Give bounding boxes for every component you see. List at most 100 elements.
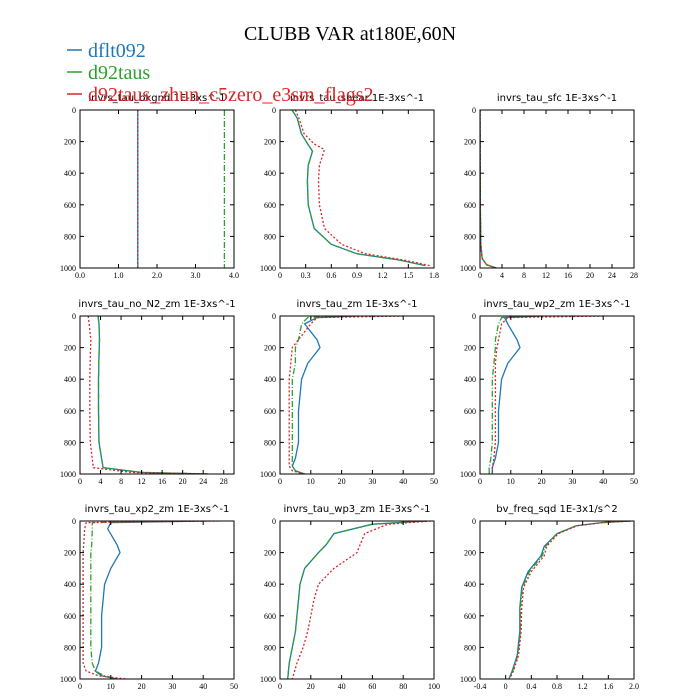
x-tick-label: 50 xyxy=(630,477,638,486)
x-tick-label: 2.0 xyxy=(629,682,639,691)
plot-frame xyxy=(79,315,235,475)
series-group xyxy=(480,110,497,268)
legend-label: dflt092 xyxy=(88,40,146,62)
y-tick-label: 1000 xyxy=(60,264,76,273)
x-tick-label: 1.0 xyxy=(114,271,124,280)
y-tick-label: 600 xyxy=(64,612,76,621)
y-tick-label: 400 xyxy=(64,375,76,384)
x-tick-label: 40 xyxy=(599,477,607,486)
x-tick-label: 0 xyxy=(278,477,282,486)
y-tick-label: 1000 xyxy=(60,675,76,684)
x-tick-label: 80 xyxy=(399,682,407,691)
x-tick-label: 0.6 xyxy=(326,271,336,280)
series-line-dflt092 xyxy=(97,316,209,474)
x-tick-label: 20 xyxy=(138,682,146,691)
y-tick-label: 0 xyxy=(72,312,76,321)
y-tick-label: 400 xyxy=(64,580,76,589)
series-line-dflt092 xyxy=(491,316,542,474)
x-tick-label: 24 xyxy=(608,271,616,280)
y-tick-label: 1000 xyxy=(260,470,276,479)
y-tick-label: 1000 xyxy=(460,264,476,273)
y-tick-label: 1000 xyxy=(260,264,276,273)
x-tick-label: 1.8 xyxy=(429,271,439,280)
panel-6: invrs_tau_wp2_zm 1E-3xs^-1 0 10 20 30 40 50 0 20… xyxy=(460,299,638,486)
y-tick-label: 200 xyxy=(264,549,276,558)
y-tick-label: 200 xyxy=(464,344,476,353)
x-tick-label: 50 xyxy=(230,682,238,691)
panel-9: bv_freq_sqd 1E-3x1/s^2 -0.4 0 0.4 0.8 1.2 1.6 2… xyxy=(460,504,639,691)
x-tick-label: 24 xyxy=(199,477,207,486)
legend-label: d92taus_zhun_c5zero_e3sm_flags2 xyxy=(88,84,373,106)
x-tick-label: 1.2 xyxy=(578,682,588,691)
x-tick-label: 0.8 xyxy=(552,682,562,691)
series-line-dflt092 xyxy=(291,316,358,474)
y-tick-label: 0 xyxy=(272,106,276,115)
panel-title: invrs_tau_shear 1E-3xs^-1 xyxy=(290,93,424,104)
y-tick-label: 800 xyxy=(64,438,76,447)
panel-title: invrs_tau_bkgnd 1E-3xs^-1 xyxy=(88,93,225,104)
plot-frame xyxy=(79,520,235,680)
y-tick-label: 600 xyxy=(264,201,276,210)
panel-1: invrs_tau_bkgnd 1E-3xs^-1 0.0 1.0 2.0 3.0 4.0… xyxy=(60,93,239,280)
x-tick-label: -0.4 xyxy=(474,682,487,691)
x-tick-label: 8 xyxy=(522,271,526,280)
series-group xyxy=(288,316,404,474)
y-tick-label: 200 xyxy=(264,344,276,353)
y-tick-label: 200 xyxy=(64,549,76,558)
x-tick-label: 8 xyxy=(119,477,123,486)
y-tick-label: 400 xyxy=(264,169,276,178)
y-tick-label: 800 xyxy=(64,232,76,241)
y-tick-label: 800 xyxy=(464,438,476,447)
y-tick-label: 1000 xyxy=(460,470,476,479)
series-line-dflt092 xyxy=(508,521,631,679)
plot-frame xyxy=(279,109,435,269)
plot-frame xyxy=(279,315,435,475)
series-group xyxy=(137,110,226,268)
x-tick-label: 12 xyxy=(542,271,550,280)
y-tick-label: 0 xyxy=(472,517,476,526)
plot-frame xyxy=(479,109,635,269)
x-tick-label: 2.0 xyxy=(152,271,162,280)
series-line-d92taus_zhun_c5zero_e3sm_flags2 xyxy=(82,521,219,679)
x-tick-label: 20 xyxy=(538,477,546,486)
series-line-d92taus_zhun_c5zero_e3sm_flags2 xyxy=(508,521,631,679)
y-tick-label: 400 xyxy=(64,169,76,178)
x-tick-label: 30 xyxy=(368,477,376,486)
panel-3: invrs_tau_sfc 1E-3xs^-1 0 4 8 12 16 20 24 28 0 200… xyxy=(460,93,638,280)
legend-label: d92taus xyxy=(88,62,150,84)
plot-frame xyxy=(479,315,635,475)
y-tick-label: 800 xyxy=(264,232,276,241)
x-tick-label: 0 xyxy=(278,682,282,691)
series-line-d92taus xyxy=(97,316,209,474)
panel-title: bv_freq_sqd 1E-3x1/s^2 xyxy=(496,504,618,515)
series-group xyxy=(287,521,431,679)
panel-7: invrs_tau_xp2_zm 1E-3xs^-1 0 10 20 30 40 50 0 20… xyxy=(60,504,238,691)
series-line-dflt092 xyxy=(94,521,204,679)
x-tick-label: 40 xyxy=(399,477,407,486)
x-tick-label: 12 xyxy=(138,477,146,486)
x-tick-label: 0 xyxy=(478,271,482,280)
y-tick-label: 200 xyxy=(64,138,76,147)
x-tick-label: 28 xyxy=(630,271,638,280)
series-line-d92taus xyxy=(291,316,342,474)
y-tick-label: 400 xyxy=(264,580,276,589)
x-tick-label: 40 xyxy=(338,682,346,691)
series-line-d92taus_zhun_c5zero_e3sm_flags2 xyxy=(288,316,404,474)
series-group xyxy=(508,521,631,679)
x-tick-label: 20 xyxy=(307,682,315,691)
figure-title: CLUBB VAR at180E,60N xyxy=(244,23,456,45)
y-tick-label: 0 xyxy=(72,106,76,115)
series-group xyxy=(488,316,604,474)
x-tick-label: 16 xyxy=(158,477,166,486)
series-group xyxy=(82,521,219,679)
y-tick-label: 200 xyxy=(264,138,276,147)
series-line-d92taus_zhun_c5zero_e3sm_flags2 xyxy=(491,316,604,474)
y-tick-label: 200 xyxy=(464,138,476,147)
x-tick-label: 4 xyxy=(99,477,103,486)
x-tick-label: 60 xyxy=(368,682,376,691)
x-tick-label: 100 xyxy=(428,682,440,691)
y-tick-label: 800 xyxy=(64,643,76,652)
plot-frame xyxy=(279,520,435,680)
y-tick-label: 1000 xyxy=(260,675,276,684)
